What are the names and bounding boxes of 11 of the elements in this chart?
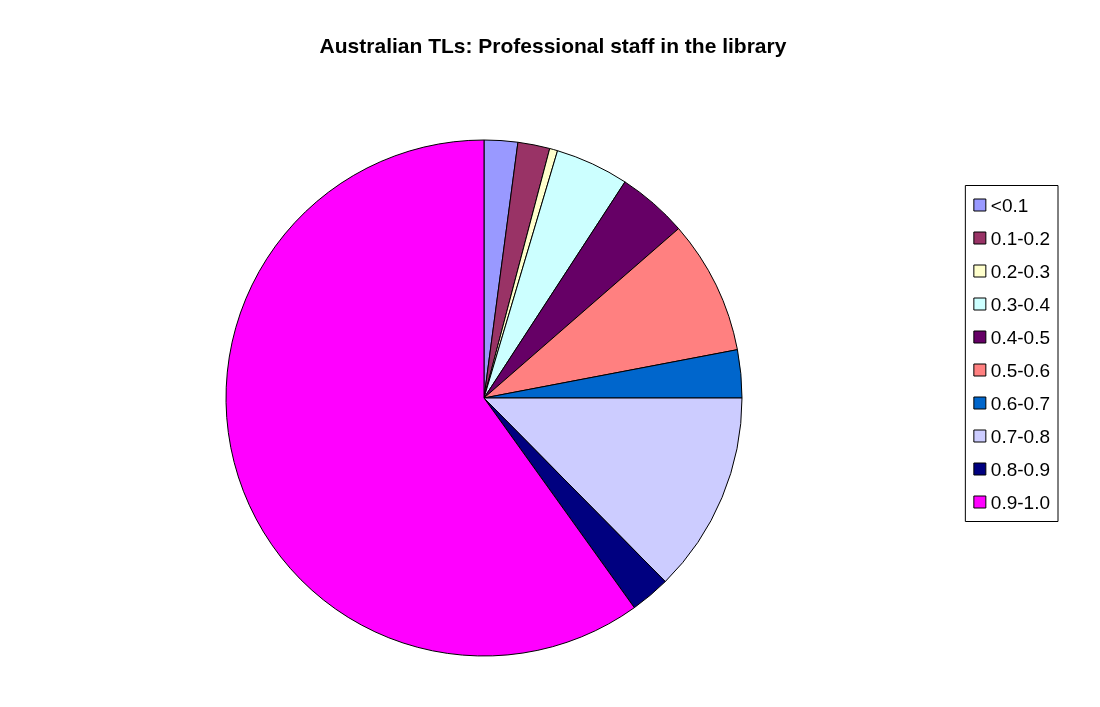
legend-label: <0.1 xyxy=(990,194,1029,216)
legend-label: 0.1-0.2 xyxy=(990,227,1050,249)
legend-label: 0.2-0.3 xyxy=(990,260,1050,282)
legend-label: 0.3-0.4 xyxy=(990,293,1051,315)
legend-label: 0.8-0.9 xyxy=(990,458,1050,480)
legend-label: 0.9-1.0 xyxy=(990,491,1050,513)
legend-label: 0.7-0.8 xyxy=(990,425,1050,447)
legend-label: 0.6-0.7 xyxy=(990,392,1050,414)
legend-label: 0.5-0.6 xyxy=(990,359,1050,381)
legend-label: 0.4-0.5 xyxy=(990,326,1050,348)
chart-title: Australian TLs: Professional staff in the library xyxy=(319,34,787,57)
